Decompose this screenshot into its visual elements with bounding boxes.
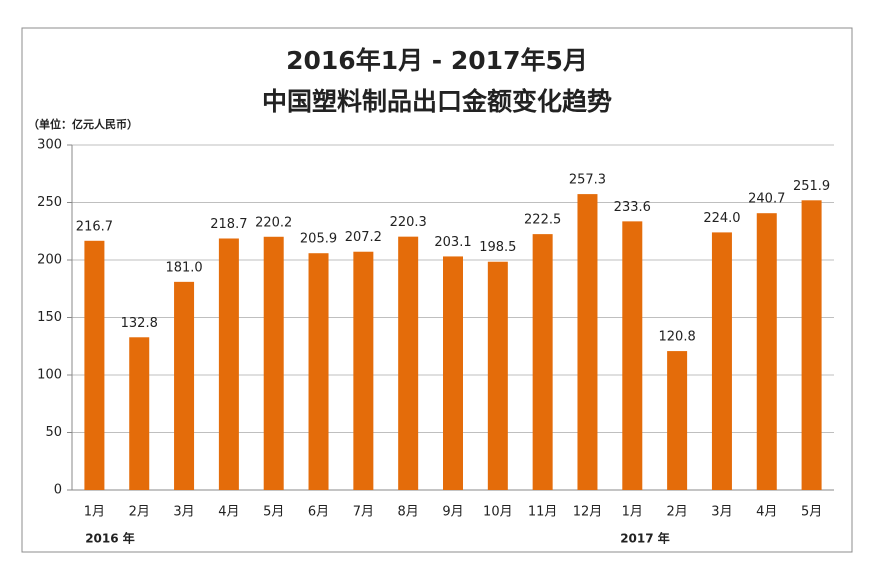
y-tick-label: 50: [45, 425, 62, 440]
data-label: 222.5: [524, 213, 561, 228]
data-label: 198.5: [479, 240, 516, 255]
x-tick-label: 10月: [483, 505, 513, 520]
x-tick-label: 7月: [353, 505, 374, 520]
data-label: 205.9: [300, 232, 337, 247]
x-tick-label: 11月: [528, 505, 558, 520]
x-tick-label: 3月: [711, 505, 732, 520]
bar: [443, 256, 463, 490]
y-axis-label: （单位：亿元人民币）: [28, 117, 138, 131]
y-tick-label: 100: [37, 368, 62, 383]
y-tick-label: 150: [37, 310, 62, 325]
bar: [711, 232, 732, 490]
y-tick-label: 200: [37, 253, 62, 268]
data-label: 240.7: [748, 192, 785, 207]
x-tick-label: 4月: [218, 505, 239, 520]
chart-title: 2016年1月 - 2017年5月: [286, 46, 588, 75]
chart-subtitle: 中国塑料制品出口金额变化趋势: [262, 87, 612, 116]
x-tick-label: 4月: [756, 505, 777, 520]
bar: [308, 253, 329, 490]
bar: [532, 234, 553, 490]
data-label: 181.0: [165, 260, 202, 275]
data-label: 203.1: [434, 235, 471, 250]
x-tick-label: 8月: [398, 505, 419, 520]
year-label: 2017 年: [620, 531, 670, 546]
bar: [801, 200, 822, 490]
data-label: 220.2: [255, 215, 292, 230]
x-tick-label: 2月: [666, 505, 687, 520]
data-label: 132.8: [121, 316, 158, 331]
year-label: 2016 年: [85, 531, 135, 546]
bar: [622, 221, 643, 491]
bar: [218, 238, 239, 490]
data-label: 257.3: [569, 173, 606, 188]
bar: [667, 351, 688, 490]
bar: [84, 240, 105, 490]
y-tick-label: 0: [54, 483, 62, 498]
data-label: 218.7: [210, 217, 247, 232]
data-label: 233.6: [614, 200, 651, 215]
data-label: 220.3: [390, 215, 427, 230]
bar: [398, 236, 419, 490]
bar: [487, 261, 508, 490]
data-label: 224.0: [703, 211, 740, 226]
x-tick-label: 1月: [622, 505, 643, 520]
x-tick-label: 12月: [573, 505, 603, 520]
bar: [174, 281, 195, 490]
bar: [129, 337, 150, 490]
x-tick-label: 3月: [173, 505, 194, 520]
data-label: 207.2: [345, 230, 382, 245]
bar: [577, 194, 598, 491]
y-tick-label: 250: [37, 195, 62, 210]
data-label: 251.9: [793, 179, 830, 194]
x-tick-label: 1月: [84, 505, 105, 520]
data-label: 120.8: [659, 330, 696, 345]
bar: [756, 213, 777, 490]
x-tick-label: 5月: [801, 505, 822, 520]
data-label: 216.7: [76, 219, 113, 234]
x-tick-label: 5月: [263, 505, 284, 520]
x-tick-label: 9月: [442, 505, 463, 520]
bar: [353, 251, 374, 490]
x-tick-label: 6月: [308, 505, 329, 520]
x-tick-label: 2月: [129, 505, 150, 520]
y-tick-label: 300: [37, 138, 62, 153]
bar: [263, 236, 284, 490]
